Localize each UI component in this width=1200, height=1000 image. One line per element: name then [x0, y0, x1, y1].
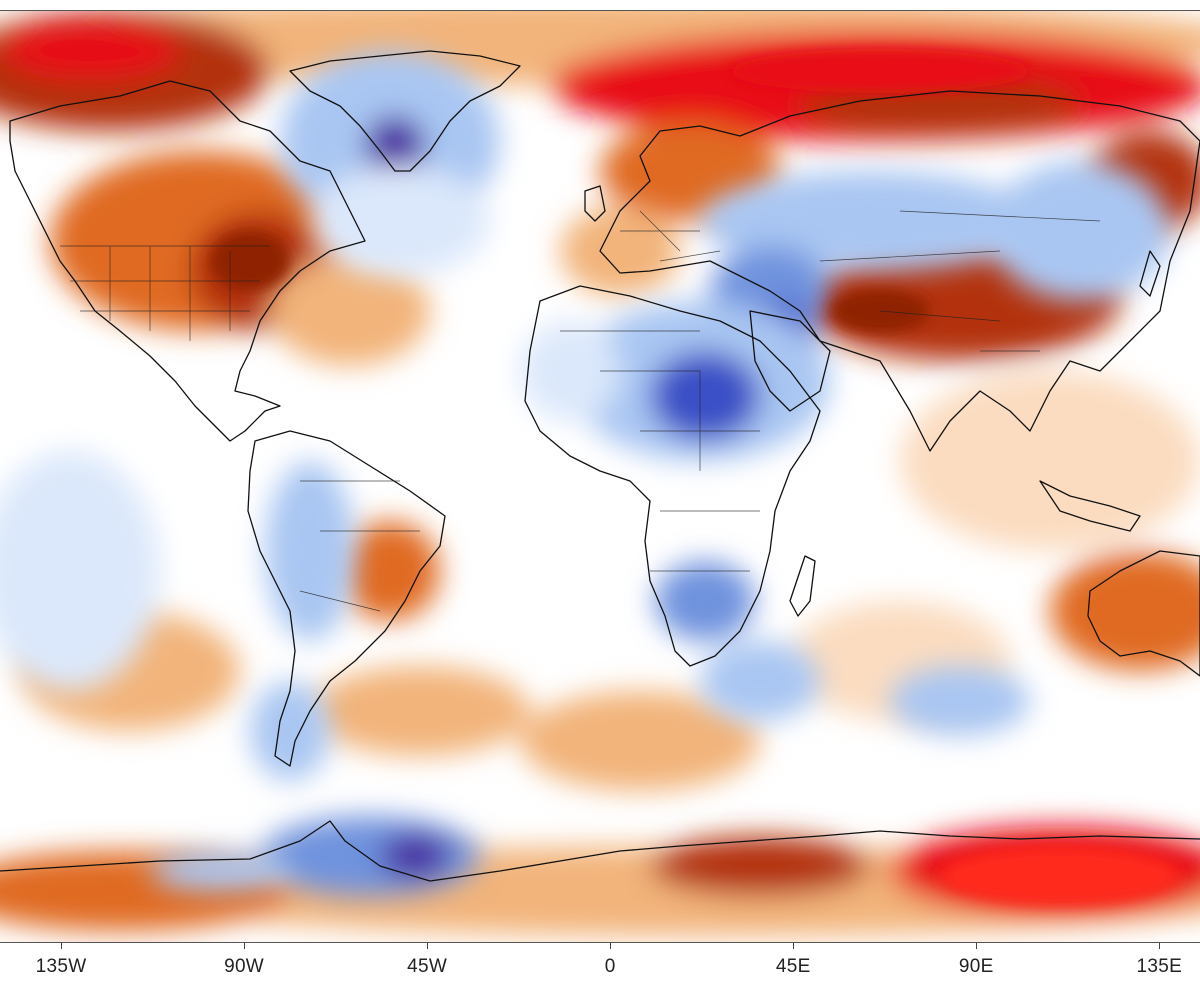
south-america-coastline	[247, 430, 446, 767]
madagascar-coastline	[789, 555, 816, 617]
southern-africa-cool	[655, 561, 755, 641]
anomaly-map-frame	[0, 10, 1200, 943]
x-tick-mark	[244, 943, 246, 949]
west-africa-cool	[520, 321, 620, 421]
x-tick-label: 135E	[1136, 956, 1183, 977]
asia-borders	[819, 210, 1101, 352]
greenland-coastline	[289, 50, 521, 172]
greenland-deep	[365, 116, 425, 176]
arabia-coastline	[749, 310, 831, 412]
australia-coastline	[1087, 550, 1200, 677]
north-atlantic-warm	[270, 256, 430, 366]
antarctica-coastline	[0, 820, 1200, 882]
africa-borders	[560, 330, 760, 572]
weddell-deep	[380, 834, 450, 878]
us-grid-2	[70, 280, 260, 312]
x-tick-mark	[61, 943, 63, 949]
antarctic-core	[940, 846, 1180, 906]
andes-cool	[265, 461, 355, 641]
x-tick-label: 90E	[958, 956, 994, 977]
east-pacific-cool	[0, 451, 160, 691]
country-borders	[60, 210, 1101, 612]
labrador-cool	[310, 166, 490, 276]
x-tick-label: 45E	[775, 956, 811, 977]
anomaly-map	[0, 11, 1200, 942]
us-northeast-core	[210, 231, 290, 291]
coastlines	[0, 50, 1200, 882]
africa-coastline	[524, 285, 821, 667]
ross-cool	[150, 851, 290, 891]
japan-coastline	[1139, 250, 1161, 297]
x-tick-label: 45W	[407, 956, 448, 977]
uk-coastline	[584, 185, 606, 222]
x-tick-mark	[793, 943, 795, 949]
us-grid-1	[109, 246, 231, 341]
north-america-coastline	[9, 80, 366, 442]
south-indian-cool	[890, 666, 1030, 736]
australia-warm	[1050, 551, 1200, 671]
x-tick-label: 135W	[35, 956, 87, 977]
pacific-sw-warm	[900, 371, 1200, 551]
x-tick-mark	[427, 943, 429, 949]
cool-anomaly-fields	[0, 51, 1170, 896]
x-tick-mark	[1159, 943, 1161, 949]
antarctic-dark	[650, 836, 870, 896]
x-tick-mark	[976, 943, 978, 949]
alaska-core	[0, 21, 180, 81]
south-america-borders	[299, 480, 420, 612]
brazil-warm	[340, 521, 440, 621]
x-tick-label: 90W	[224, 956, 265, 977]
madagascar-east-cool	[700, 641, 820, 721]
europe-asia-coastline	[599, 90, 1200, 452]
x-tick-mark	[610, 943, 612, 949]
mongolia-cool	[990, 161, 1170, 301]
indonesia-coastline	[1039, 480, 1141, 532]
x-tick-label: 0	[604, 956, 616, 977]
sudan-cool	[650, 351, 760, 441]
south-atlantic-warm	[310, 666, 530, 756]
southern-ocean-warm	[520, 691, 760, 791]
europe-warm	[560, 206, 680, 296]
central-asia-cool	[700, 171, 1040, 271]
siberia-core	[730, 49, 1030, 93]
patagonia-cool	[250, 681, 330, 781]
europe-borders	[620, 210, 721, 262]
